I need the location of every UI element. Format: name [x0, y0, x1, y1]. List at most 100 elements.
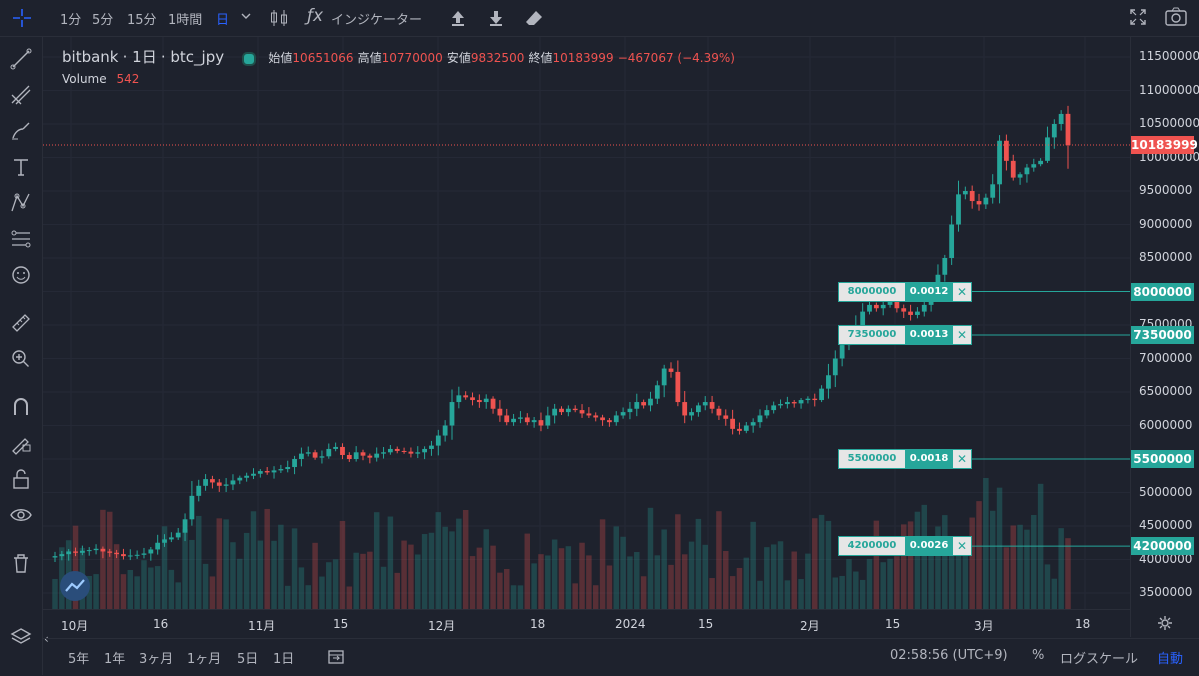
auto-scale-toggle[interactable]: 自動 [1157, 652, 1184, 667]
volume-bar [791, 551, 797, 609]
order-box[interactable]: 5500000 0.0018 ✕ [838, 449, 972, 469]
settings-icon[interactable] [1157, 615, 1173, 635]
candle-body [168, 537, 174, 540]
interval-dropdown-chevron-icon[interactable] [240, 10, 252, 26]
legend-symbol: btc_jpy [170, 48, 225, 66]
indicators-button[interactable]: インジケーター [331, 13, 423, 28]
candle-body [333, 446, 339, 449]
range-1d[interactable]: 1日 [273, 652, 295, 667]
interval-5m[interactable]: 5分 [92, 13, 114, 28]
pattern-icon[interactable] [9, 191, 33, 215]
range-5y[interactable]: 5年 [68, 652, 90, 667]
volume-bar [894, 556, 900, 609]
order-cancel-icon[interactable]: ✕ [953, 282, 971, 301]
volume-bar [777, 541, 784, 609]
candle-body [531, 420, 537, 423]
volume-bar [880, 562, 886, 609]
clock[interactable]: 02:58:56 (UTC+9) [890, 648, 1008, 663]
eraser-icon[interactable] [524, 8, 544, 32]
volume-bar [339, 520, 346, 609]
volume-bar [558, 548, 565, 609]
download-icon[interactable] [486, 8, 506, 32]
brush-icon[interactable] [9, 119, 33, 143]
camera-icon[interactable] [1164, 6, 1188, 32]
range-5d[interactable]: 5日 [237, 652, 259, 667]
candles-icon[interactable] [268, 7, 290, 33]
trend-line-icon[interactable] [9, 47, 33, 71]
lock-drawing-icon[interactable] [9, 431, 33, 455]
range-3m[interactable]: 3ヶ月 [139, 652, 174, 667]
text-tool-icon[interactable] [9, 155, 33, 179]
crosshair-icon[interactable] [10, 6, 34, 30]
legend-interval: 1日 [132, 48, 157, 66]
volume-bar [100, 509, 106, 609]
candle-body [873, 304, 879, 309]
candle-body [880, 304, 886, 309]
order-cancel-icon[interactable]: ✕ [953, 537, 971, 556]
candle-body [730, 418, 736, 429]
candle-body [367, 455, 373, 458]
candle-body [524, 417, 530, 423]
interval-1m[interactable]: 1分 [60, 13, 82, 28]
interval-15m[interactable]: 15分 [127, 13, 157, 28]
volume-bar [1024, 529, 1030, 609]
order-cancel-icon[interactable]: ✕ [953, 326, 971, 345]
zoom-in-icon[interactable] [9, 347, 33, 371]
close-value: 10183999 [552, 51, 614, 65]
collapse-chevron-icon[interactable]: ‹ [44, 632, 49, 646]
volume-bar [230, 542, 236, 609]
volume-bar [243, 532, 250, 609]
time-scale[interactable] [43, 609, 1130, 638]
volume-bar [510, 585, 517, 609]
pitchfork-icon[interactable] [9, 83, 33, 107]
volume-bar [134, 576, 140, 609]
order-cancel-icon[interactable]: ✕ [953, 450, 971, 468]
fx-icon[interactable]: ƒx [307, 6, 324, 26]
goto-date-icon[interactable] [327, 648, 345, 670]
price-tick: 6500000 [1139, 384, 1193, 398]
prediction-icon[interactable] [9, 227, 33, 251]
volume-bar [989, 510, 996, 609]
candle-body [66, 551, 72, 555]
volume-bar [257, 540, 264, 609]
interval-1d[interactable]: 日 [216, 13, 230, 28]
trash-icon[interactable] [9, 551, 33, 575]
candle-body [695, 405, 701, 413]
order-box[interactable]: 8000000 0.0012 ✕ [838, 281, 972, 302]
volume-bar [113, 544, 120, 609]
fullscreen-icon[interactable] [1128, 7, 1148, 31]
eye-icon[interactable] [9, 503, 33, 527]
range-1y[interactable]: 1年 [104, 652, 126, 667]
ruler-icon[interactable] [9, 311, 33, 335]
log-scale-toggle[interactable]: ログスケール [1060, 652, 1139, 667]
percent-toggle[interactable]: % [1032, 648, 1045, 663]
candle-body [408, 451, 414, 454]
range-1m[interactable]: 1ヶ月 [187, 652, 222, 667]
price-tick: 6000000 [1139, 417, 1193, 432]
emoji-icon[interactable] [9, 263, 33, 287]
candle-body [627, 408, 633, 413]
order-box[interactable]: 4200000 0.0026 ✕ [838, 536, 972, 557]
layers-icon[interactable] [9, 625, 33, 649]
unlock-icon[interactable] [9, 467, 33, 491]
order-qty: 0.0018 [905, 450, 953, 468]
magnet-icon[interactable] [9, 395, 33, 419]
volume-bar [497, 572, 503, 609]
candle-body [1038, 160, 1044, 165]
time-tick: 11月 [248, 619, 276, 633]
tradingview-logo-icon[interactable] [60, 571, 90, 601]
candle-body [894, 301, 900, 309]
interval-1h[interactable]: 1時間 [168, 13, 203, 28]
price-scale[interactable] [1130, 37, 1199, 637]
volume-bar [271, 540, 277, 609]
candle-body [162, 539, 167, 543]
order-price-label: 7350000 [1131, 326, 1194, 345]
upload-icon[interactable] [448, 8, 468, 32]
candle-body [1065, 113, 1071, 146]
low-value: 9832500 [470, 51, 525, 65]
volume-bar [346, 586, 353, 609]
candle-body [1024, 167, 1030, 175]
volume-bar [284, 585, 291, 609]
order-box[interactable]: 7350000 0.0013 ✕ [838, 325, 972, 346]
